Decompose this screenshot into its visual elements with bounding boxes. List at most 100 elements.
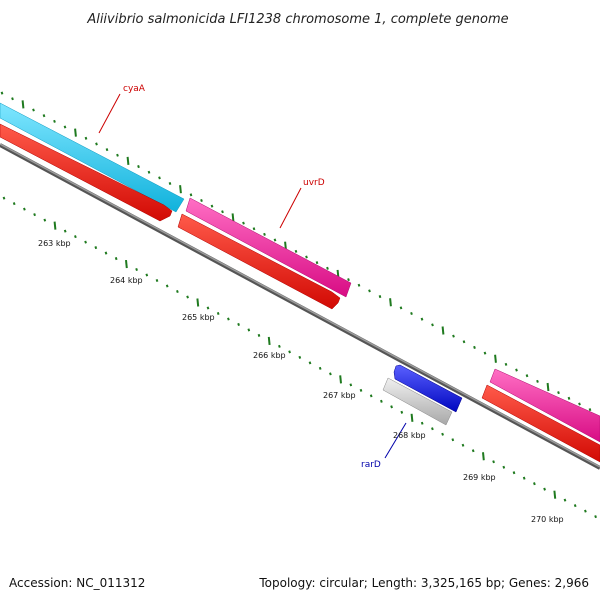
inner-tick	[563, 498, 567, 502]
outer-tick	[189, 193, 193, 197]
feature-rarD-bar	[382, 377, 453, 426]
inner-tick	[74, 235, 77, 239]
outer-tick	[525, 374, 529, 378]
feature-red-bar-3	[481, 384, 600, 463]
inner-tick	[584, 509, 587, 513]
kbp-label: 263 kbp	[38, 239, 71, 248]
label-cyaA-text[interactable]: cyaA	[123, 84, 146, 94]
inner-tick	[329, 372, 332, 376]
outer-tick	[588, 408, 592, 412]
kbp-label: 266 kbp	[253, 351, 286, 360]
label-rarD-text[interactable]: rarD	[361, 460, 381, 470]
accession-text: Accession: NC_011312	[9, 576, 145, 590]
outer-tick	[368, 289, 371, 293]
outer-tick	[504, 362, 508, 366]
inner-tick	[288, 350, 291, 354]
outer-tick	[567, 396, 571, 400]
outer-tick	[578, 402, 581, 406]
inner-tick	[420, 421, 424, 425]
inner-tick	[482, 452, 485, 461]
outer-tick	[147, 170, 151, 174]
inner-tick	[390, 405, 393, 409]
inner-tick	[84, 240, 87, 244]
inner-tick	[431, 427, 434, 431]
outer-tick	[483, 351, 487, 355]
outer-tick	[95, 142, 98, 146]
map-title: Aliivibrio salmonicida LFI1238 chromosom…	[86, 12, 508, 27]
inner-tick	[471, 449, 475, 453]
inner-tick	[492, 460, 495, 464]
inner-tick	[176, 289, 179, 294]
outer-tick	[252, 227, 256, 231]
inner-tick	[349, 383, 353, 387]
inner-tick	[380, 399, 383, 403]
outer-tick	[315, 261, 319, 265]
outer-tick	[389, 298, 392, 307]
genome-summary-text: Topology: circular; Length: 3,325,165 bp…	[258, 576, 589, 590]
outer-tick	[11, 97, 14, 101]
label-cyaA[interactable]: cyaA	[98, 84, 146, 134]
outer-tick	[399, 306, 403, 310]
outer-tick	[273, 238, 277, 242]
feature-magenta-bar-3	[489, 368, 600, 443]
outer-tick	[441, 326, 445, 335]
outer-tick	[105, 148, 109, 152]
inner-tick	[512, 471, 516, 475]
inner-tick	[23, 207, 26, 211]
inner-tick	[196, 298, 200, 307]
outer-tick	[53, 119, 56, 123]
outer-tick	[210, 204, 214, 208]
outer-tick	[168, 182, 172, 186]
outer-tick	[263, 232, 266, 236]
feature-red-arrow-2	[177, 213, 341, 310]
outer-tick	[347, 278, 350, 282]
outer-tick	[462, 340, 466, 344]
outer-tick	[137, 165, 140, 169]
label-rarD[interactable]: rarD	[361, 422, 407, 470]
inner-tick	[53, 221, 57, 230]
inner-tick	[400, 410, 404, 414]
inner-tick	[267, 336, 271, 346]
inner-tick	[543, 487, 546, 491]
inner-tick	[410, 413, 414, 422]
outer-tick	[21, 100, 25, 109]
inner-tick	[206, 306, 210, 310]
outer-tick	[221, 210, 224, 214]
inner-tick	[553, 490, 557, 499]
genome-backbone	[0, 143, 600, 470]
outer-tick	[536, 379, 539, 383]
inner-tick	[237, 322, 240, 326]
inner-tick	[369, 394, 373, 398]
inner-tick	[135, 268, 138, 272]
kbp-label: 268 kbp	[393, 431, 426, 440]
feature-blue-arrow	[393, 364, 463, 413]
feature-uvrD-bar	[185, 197, 352, 298]
outer-tick	[557, 391, 560, 395]
outer-tick	[452, 334, 455, 338]
outer-tick	[294, 249, 298, 253]
inner-tick	[165, 284, 169, 288]
inner-scale-ticks	[2, 196, 597, 519]
inner-tick	[522, 476, 526, 480]
inner-tick	[573, 504, 577, 508]
inner-tick	[33, 213, 36, 217]
inner-tick	[2, 196, 6, 200]
outer-tick	[116, 153, 119, 157]
outer-tick	[126, 156, 130, 166]
outer-tick	[546, 382, 550, 392]
outer-tick	[32, 108, 35, 112]
inner-tick	[339, 375, 342, 384]
outer-tick	[305, 255, 308, 259]
inner-tick	[43, 218, 47, 222]
label-uvrD[interactable]: uvrD	[279, 178, 325, 229]
inner-tick	[359, 388, 363, 392]
inner-tick	[502, 465, 506, 469]
outer-tick	[0, 91, 4, 95]
inner-tick	[227, 317, 230, 321]
label-uvrD-text[interactable]: uvrD	[303, 178, 325, 188]
inner-tick	[145, 273, 149, 277]
inner-tick	[441, 432, 444, 436]
outer-tick	[357, 283, 361, 287]
inner-tick	[104, 251, 108, 255]
